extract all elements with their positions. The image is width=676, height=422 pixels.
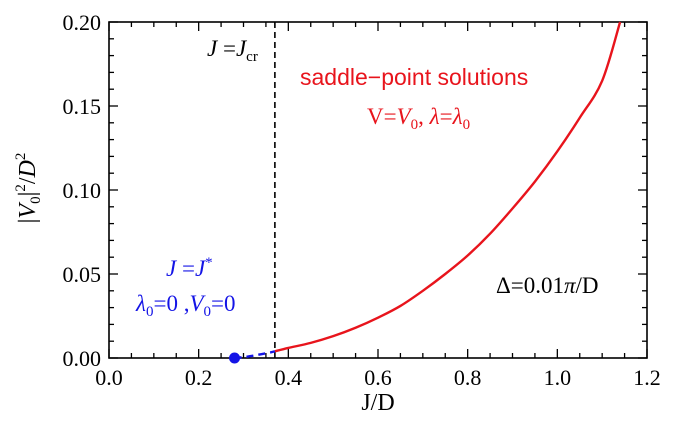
x-tick-label: 0.4 xyxy=(275,365,303,390)
annotation-jstar-cond: λ0=0 ,V0=0 xyxy=(135,291,236,320)
y-tick-label: 0.15 xyxy=(63,94,102,119)
x-tick-label: 1.0 xyxy=(544,365,572,390)
annotation-jstar: J =J* xyxy=(166,255,213,281)
x-tick-label: 0.6 xyxy=(364,365,392,390)
jstar-dashed-curve xyxy=(234,350,276,360)
x-tick-label: 1.2 xyxy=(633,365,661,390)
x-tick-label: 0.0 xyxy=(95,365,123,390)
y-axis-label: |V0|2/D2 xyxy=(13,153,44,224)
x-axis-label: J/D xyxy=(361,390,394,416)
jstar-point xyxy=(229,352,241,364)
saddle-point-curve xyxy=(274,21,622,353)
axis-ticks xyxy=(108,21,648,359)
x-tick-label: 0.8 xyxy=(454,365,482,390)
annotation-saddle-title: saddle−point solutions xyxy=(300,64,528,90)
annotation-jcr: J =Jcr xyxy=(207,36,258,65)
y-tick-label: 0.10 xyxy=(63,178,102,203)
y-tick-label: 0.00 xyxy=(63,346,102,371)
y-tick-label: 0.20 xyxy=(63,10,102,35)
annotation-saddle-eq: V=V0, λ=λ0 xyxy=(367,104,470,133)
y-tick-label: 0.05 xyxy=(63,262,102,287)
annotation-delta: Δ=0.01π/D xyxy=(496,273,599,298)
tick-labels: 0.0 0.2 0.4 0.6 0.8 1.0 1.2 0.00 0.05 0.10 0.15 0.2… xyxy=(63,10,661,390)
x-tick-label: 0.2 xyxy=(185,365,213,390)
